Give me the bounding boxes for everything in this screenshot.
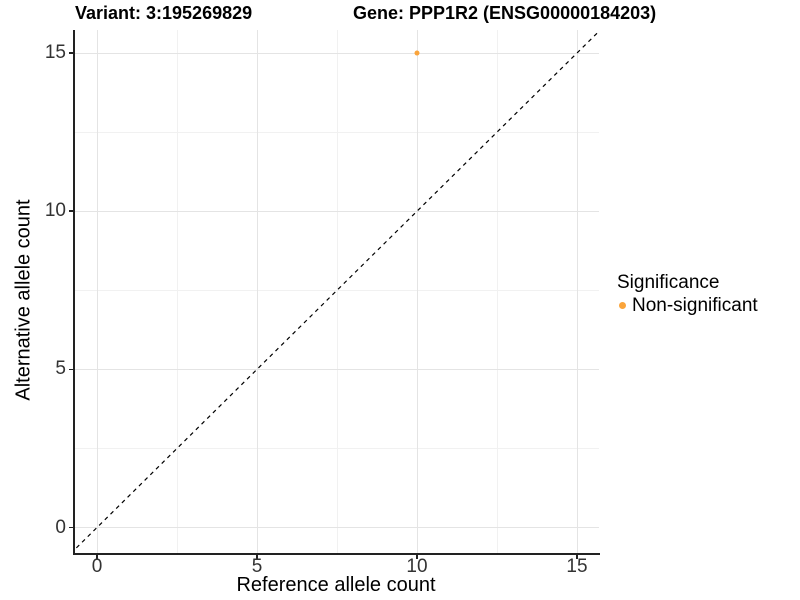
major-gridline-x (96, 30, 98, 553)
x-axis-tick (576, 554, 578, 559)
major-gridline-x (256, 30, 258, 553)
legend: Significance Non-significant (614, 272, 800, 316)
major-gridline-y (74, 368, 599, 370)
minor-gridline-x (176, 30, 178, 553)
y-axis-tick (68, 210, 73, 212)
x-axis-tick (416, 554, 418, 559)
legend-title: Significance (617, 272, 720, 293)
x-tick-label: 0 (91, 556, 103, 577)
minor-gridline-y (74, 289, 599, 291)
y-axis-tick (68, 52, 73, 54)
minor-gridline-x (496, 30, 498, 553)
y-axis-tick (68, 368, 73, 371)
legend-item-label: Non-significant (632, 295, 758, 316)
x-axis-tick (256, 554, 258, 559)
x-axis-title: Reference allele count (236, 574, 436, 596)
panel-overlay (74, 30, 599, 552)
minor-gridline-y (74, 131, 599, 133)
legend-key-dot-icon (619, 302, 626, 309)
major-gridline-y (74, 52, 599, 54)
plot-title-variant: Variant: 3:195269829 (75, 3, 253, 23)
legend-item: Non-significant (614, 295, 800, 316)
y-tick-label: 5 (55, 358, 66, 380)
x-tick-label: 10 (406, 556, 428, 577)
y-axis-line (73, 30, 75, 555)
data-point (414, 50, 420, 56)
minor-gridline-x (336, 30, 338, 553)
y-axis-tick (68, 526, 73, 529)
y-tick-label: 15 (44, 42, 66, 64)
major-gridline-x (576, 30, 578, 553)
x-axis-line (73, 553, 600, 555)
y-tick-label: 10 (44, 200, 66, 222)
plot-panel (74, 30, 599, 553)
x-tick-label: 5 (251, 556, 263, 577)
major-gridline-x (416, 30, 418, 553)
identity-reference-line (74, 30, 599, 552)
major-gridline-y (74, 527, 599, 528)
major-gridline-y (74, 210, 599, 212)
y-tick-label: 0 (55, 516, 66, 538)
minor-gridline-y (74, 447, 599, 449)
plot-title-gene: Gene: PPP1R2 (ENSG00000184203) (353, 3, 657, 23)
x-axis-tick (96, 554, 98, 559)
x-tick-label: 15 (566, 556, 588, 577)
